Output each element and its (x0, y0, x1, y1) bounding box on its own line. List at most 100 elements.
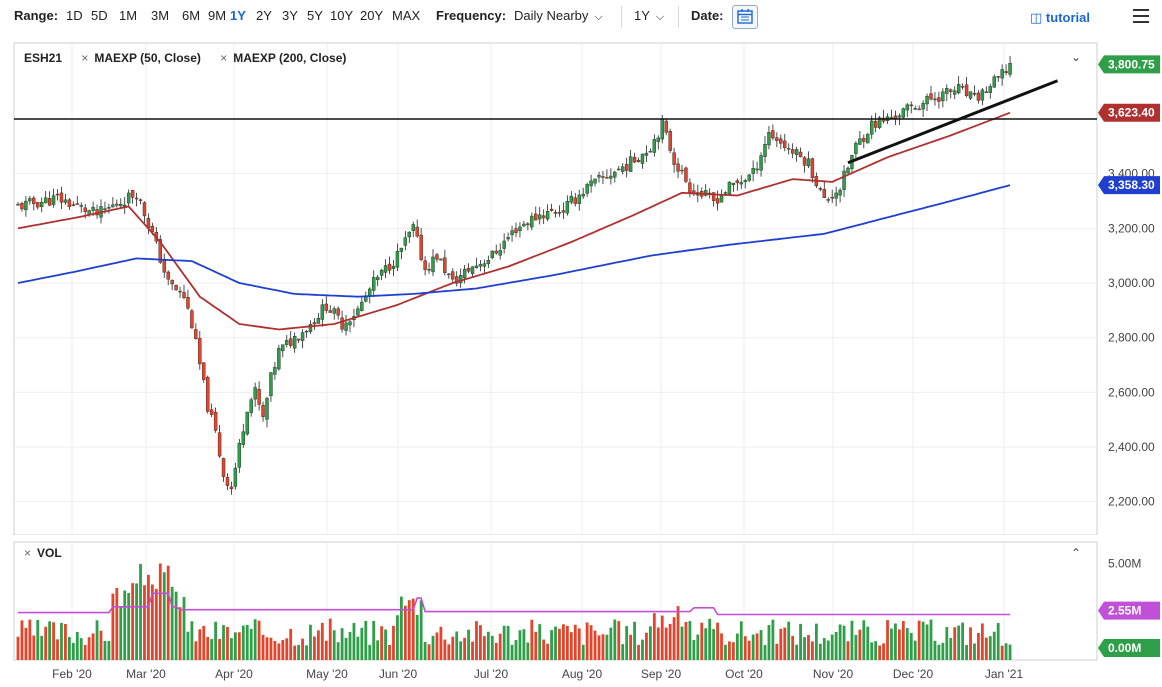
range-button-3y[interactable]: 3Y (282, 8, 298, 23)
tutorial-link[interactable]: ◫ tutorial (1030, 10, 1090, 26)
range-button-20y[interactable]: 20Y (360, 8, 384, 23)
candle-body (447, 273, 451, 276)
volume-bar (447, 644, 451, 660)
close-icon[interactable]: × (220, 51, 228, 65)
candle-body (798, 151, 803, 158)
frequency-dropdown[interactable]: Daily Nearby ⌵ (514, 8, 603, 24)
close-icon[interactable]: × (24, 546, 32, 560)
range-button-1m[interactable]: 1M (119, 8, 138, 23)
volume-bar (332, 630, 336, 660)
candle-body (549, 208, 554, 211)
volume-ma-line (18, 592, 1010, 616)
volume-bar (467, 629, 470, 660)
volume-bar (779, 628, 783, 660)
month-tick-label: Oct '20 (725, 667, 763, 681)
calendar-button[interactable] (732, 5, 758, 29)
candle-body (648, 150, 653, 153)
candle-body (458, 275, 463, 284)
candle-body (557, 212, 562, 214)
candle-body (644, 152, 649, 156)
volume-bar (1008, 644, 1012, 660)
volume-chart[interactable]: Feb '20 Mar '20 Apr '20 May '20 Jun '20 Jul '… (0, 540, 1162, 687)
candle-body (474, 265, 479, 268)
candle-body (854, 143, 858, 154)
volume-bar (763, 645, 767, 660)
candle-body (945, 88, 949, 94)
volume-bar (48, 621, 52, 660)
volume-bar (249, 628, 253, 660)
candle-body (988, 86, 992, 93)
trendline-drawing[interactable] (847, 79, 1059, 165)
volume-bar (135, 583, 138, 660)
volume-bar (1000, 645, 1004, 660)
volume-bar (688, 621, 692, 660)
volume-bar (522, 629, 526, 660)
range-button-5y[interactable]: 5Y (307, 8, 323, 23)
close-icon[interactable]: × (81, 51, 89, 65)
volume-bar (372, 621, 376, 660)
candle-body (538, 214, 542, 220)
period-dropdown[interactable]: 1Y ⌵ (634, 8, 664, 24)
range-button-1d[interactable]: 1D (66, 8, 83, 23)
candle-body (182, 292, 186, 298)
date-label: Date: (691, 8, 724, 23)
volume-bar (897, 629, 901, 660)
range-button-9m[interactable]: 9M (208, 8, 227, 23)
candle-body (435, 254, 439, 260)
volume-bar (64, 623, 67, 660)
candle-body (217, 432, 222, 457)
candle-body (719, 195, 724, 203)
range-button-2y[interactable]: 2Y (256, 8, 272, 23)
volume-bar (91, 633, 95, 660)
volume-bar (949, 638, 953, 660)
range-button-10y[interactable]: 10Y (330, 8, 354, 23)
candle-body (996, 76, 1000, 78)
volume-bar (206, 636, 210, 660)
volume-bar (336, 642, 340, 660)
candle-body (751, 168, 755, 174)
candle-body (1004, 71, 1008, 73)
candle-body (356, 308, 360, 316)
candle-body (490, 250, 494, 259)
volume-bar (641, 639, 644, 660)
volume-bar (909, 632, 913, 660)
candle-body (237, 443, 242, 468)
volume-bar (154, 588, 158, 660)
candle-body (43, 197, 48, 204)
candle-body (613, 171, 617, 178)
menu-button[interactable] (1133, 9, 1149, 23)
svg-text:0.00M: 0.00M (1108, 641, 1141, 655)
candle-body (838, 189, 842, 196)
volume-bar (656, 627, 660, 660)
volume-bar (601, 634, 605, 660)
range-button-5d[interactable]: 5D (91, 8, 108, 23)
candle-body (917, 108, 921, 111)
volume-bar (866, 626, 870, 660)
volume-bar (237, 632, 241, 660)
candle-body (391, 265, 396, 269)
candle-body (514, 228, 518, 233)
candle-body (779, 138, 783, 144)
candle-body (735, 180, 740, 184)
collapse-price-panel-button[interactable]: ⌄ (1071, 50, 1082, 64)
range-button-1y[interactable]: 1Y (230, 8, 246, 23)
candle-body (285, 340, 289, 345)
calendar-icon (737, 9, 753, 24)
candle-body (534, 213, 538, 221)
svg-text:3,358.30: 3,358.30 (1108, 178, 1155, 192)
candle-body (387, 263, 392, 271)
candle-body (150, 225, 155, 232)
price-chart[interactable]: 2,200.00 2,400.00 2,600.00 2,800.00 3,000.00… (0, 40, 1162, 535)
collapse-volume-panel-button[interactable]: ⌃ (1071, 546, 1082, 560)
volume-bar (617, 621, 621, 660)
volume-bar (747, 640, 751, 660)
candle-body (340, 317, 344, 330)
candle-body (103, 208, 107, 210)
volume-bar (471, 641, 474, 660)
range-button-6m[interactable]: 6M (182, 8, 201, 23)
volume-bar (605, 634, 609, 660)
volume-bar (411, 598, 415, 660)
volume-bar (107, 640, 111, 660)
range-button-max[interactable]: MAX (392, 8, 421, 23)
range-button-3m[interactable]: 3M (151, 8, 170, 23)
